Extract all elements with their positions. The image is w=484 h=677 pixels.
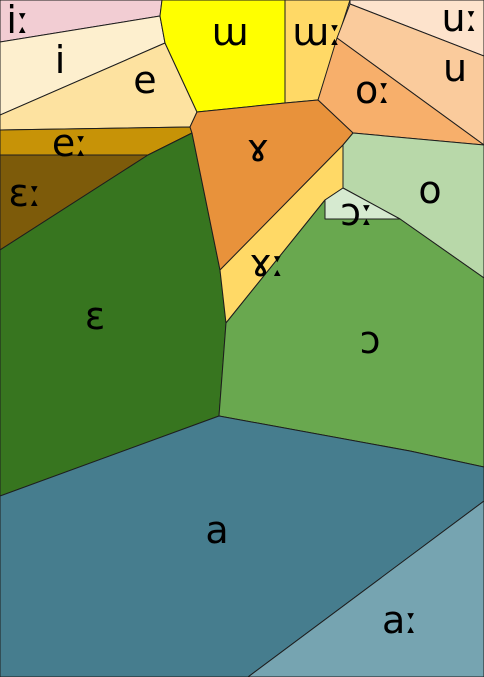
- label-epsilon: ɛ: [85, 294, 106, 338]
- label-a-long: aː: [382, 598, 418, 642]
- region-u-long: [349, 0, 484, 57]
- label-u: u: [443, 46, 467, 90]
- region-u: [336, 3, 484, 146]
- label-unrounded-u-long: ɯː: [292, 10, 342, 54]
- label-open-o-long: ɔː: [340, 190, 374, 234]
- label-gamma-long: ɤː: [249, 241, 284, 285]
- region-a: [0, 415, 484, 677]
- label-gamma: ɤ: [247, 126, 270, 170]
- label-a: a: [205, 508, 228, 552]
- label-epsilon-long: ɛː: [8, 171, 41, 215]
- label-u-long: uː: [442, 0, 479, 40]
- label-o-long: oː: [355, 68, 391, 112]
- label-i: i: [55, 38, 66, 82]
- label-unrounded-u: ɯ: [211, 10, 248, 54]
- region-a-long: [247, 500, 484, 677]
- label-e-long: eː: [52, 121, 88, 165]
- label-o: o: [418, 168, 441, 212]
- label-i-long: iː: [6, 0, 29, 42]
- label-open-o: ɔ: [360, 318, 381, 362]
- label-e: e: [133, 58, 156, 102]
